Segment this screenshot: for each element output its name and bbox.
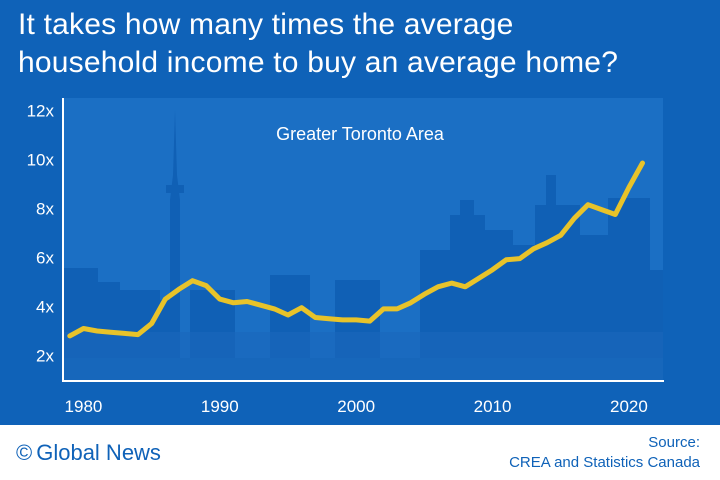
x-tick-label: 1990 [201, 397, 239, 416]
y-tick-label: 12x [27, 101, 55, 120]
y-tick-label: 8x [36, 199, 54, 218]
source-text: CREA and Statistics Canada [509, 454, 700, 471]
skyline-silhouette [63, 110, 663, 358]
chart-annotation: Greater Toronto Area [276, 124, 445, 144]
x-tick-label: 1980 [65, 397, 103, 416]
title-line-1: It takes how many times the average [18, 8, 514, 41]
source-note: Source: CREA and Statistics Canada [509, 433, 700, 473]
line-chart: Greater Toronto Area 2x 4x 6x 8x 10x 12x 1980… [27, 98, 664, 416]
y-tick-label: 2x [36, 346, 54, 365]
copyright-icon: © [16, 440, 33, 465]
chart-title: It takes how many times the average hous… [18, 6, 708, 82]
footer: © Global News Source: CREA and Statistics… [0, 425, 720, 480]
title-line-2: household income to buy an average home? [18, 46, 619, 79]
water-band [63, 358, 663, 380]
y-axis-ticks: 2x 4x 6x 8x 10x 12x [27, 101, 55, 365]
brand: © Global News [16, 440, 161, 466]
x-tick-label: 2020 [610, 397, 648, 416]
x-tick-label: 2000 [337, 397, 375, 416]
waterfront-band [63, 332, 663, 358]
source-label: Source: [648, 434, 700, 451]
x-tick-label: 2010 [474, 397, 512, 416]
y-tick-label: 6x [36, 248, 54, 267]
y-tick-label: 10x [27, 150, 55, 169]
y-tick-label: 4x [36, 297, 54, 316]
price-to-income-line [67, 160, 645, 339]
brand-name: Global News [36, 440, 161, 465]
x-axis-ticks: 1980 1990 2000 2010 2020 [65, 397, 648, 416]
